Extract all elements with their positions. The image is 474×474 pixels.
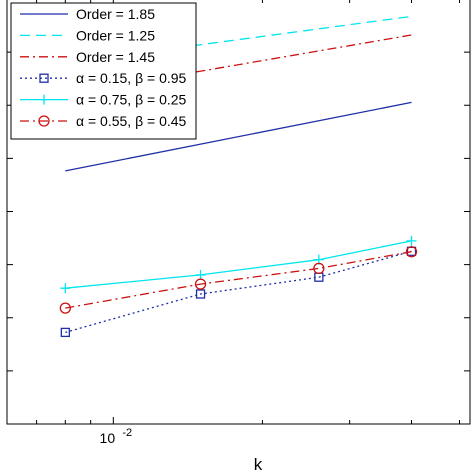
series-line-5 xyxy=(65,240,412,289)
legend-marker-6 xyxy=(38,115,50,127)
x-tick-label-exponent: -2 xyxy=(122,427,132,439)
data-point-5 xyxy=(195,269,206,280)
legend-label-1: Order = 1.85 xyxy=(76,6,155,22)
data-point-4 xyxy=(60,327,70,338)
data-point-6 xyxy=(405,246,418,258)
data-point-5 xyxy=(60,283,71,294)
data-point-6 xyxy=(59,302,71,314)
data-point-5 xyxy=(406,235,417,246)
legend: Order = 1.85 Order = 1.25 Order = 1.45 α = … xyxy=(10,2,197,140)
legend-label-4: α = 0.15, β = 0.95 xyxy=(76,70,187,86)
series-line-2 xyxy=(65,15,412,64)
x-axis-label: k xyxy=(254,455,263,474)
series-line-6 xyxy=(65,251,412,309)
plot-marks xyxy=(59,15,418,338)
legend-label-6: α = 0.55, β = 0.45 xyxy=(76,113,187,129)
legend-label-3: Order = 1.45 xyxy=(76,49,155,65)
legend-marker-5 xyxy=(39,94,49,105)
legend-marker-4 xyxy=(39,73,49,83)
series-line-1 xyxy=(65,101,412,172)
legend-label-2: Order = 1.25 xyxy=(76,27,155,43)
data-point-6 xyxy=(313,262,325,275)
data-point-4 xyxy=(406,246,417,256)
series-line-4 xyxy=(65,250,412,334)
legend-label-5: α = 0.75, β = 0.25 xyxy=(76,92,187,108)
data-point-4 xyxy=(195,289,206,299)
x-tick-label: 10 xyxy=(100,430,116,446)
data-point-6 xyxy=(194,278,207,290)
